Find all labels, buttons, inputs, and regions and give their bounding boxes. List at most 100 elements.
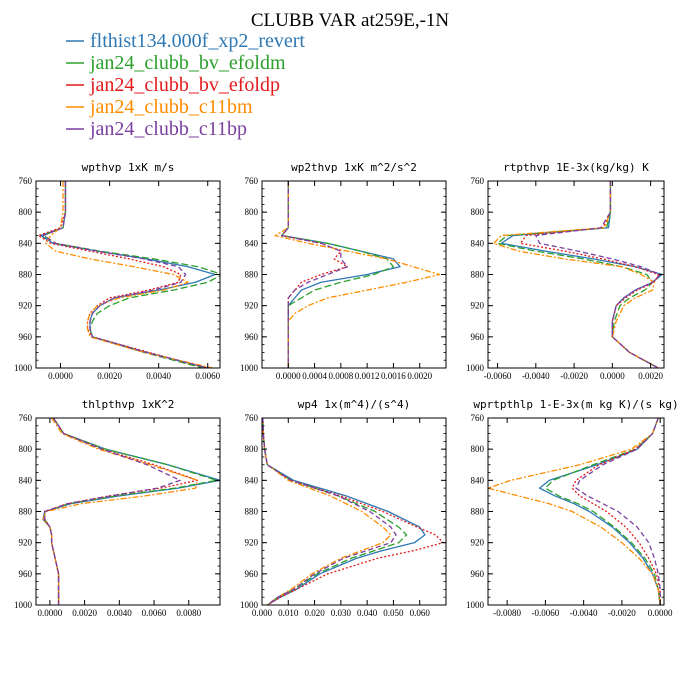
legend-label: jan24_clubb_c11bp xyxy=(89,118,247,140)
x-tick-label: 0.010 xyxy=(278,608,299,618)
series-line xyxy=(262,418,426,605)
x-tick-label: 0.0000 xyxy=(48,371,73,381)
plot-frame xyxy=(35,417,221,606)
y-tick-label: 960 xyxy=(19,569,33,579)
x-tick-label: 0.050 xyxy=(383,608,404,618)
series-line xyxy=(500,181,663,368)
panel-1: wpthvp 1xK m/s 760 800 840 880 920 960 1000 0.00… xyxy=(14,161,221,381)
panel-6: wprtpthlp 1-E-3x(m kg K)/(s kg) 760 800 840… xyxy=(466,398,679,618)
y-tick-label: 920 xyxy=(471,301,485,311)
legend-entry: flthist134.000f_xp2_revert xyxy=(66,30,305,52)
y-tick-label: 760 xyxy=(471,176,485,186)
y-tick-label: 880 xyxy=(471,270,485,280)
series-line xyxy=(42,418,220,605)
x-tick-label: 0.0040 xyxy=(107,608,132,618)
legend-label: jan24_clubb_bv_efoldm xyxy=(89,52,286,74)
legend-label: jan24_clubb_bv_efoldp xyxy=(89,74,280,96)
y-tick-label: 880 xyxy=(245,507,259,517)
series-line xyxy=(262,418,408,605)
series-line xyxy=(274,181,441,368)
x-tick-label: -0.0020 xyxy=(608,608,636,618)
x-tick-label: 0.0080 xyxy=(176,608,201,618)
series-line xyxy=(37,181,208,368)
panels: wpthvp 1xK m/s 760 800 840 880 920 960 1000 0.00… xyxy=(14,161,679,618)
series-line xyxy=(544,418,661,605)
series-line xyxy=(45,181,213,368)
x-tick-label: 0.0020 xyxy=(638,371,663,381)
y-tick-label: 760 xyxy=(19,413,33,423)
x-tick-label: 0.0060 xyxy=(142,608,167,618)
x-tick-label: 0.0040 xyxy=(146,371,171,381)
y-tick-label: 840 xyxy=(471,475,485,485)
y-tick-label: 1000 xyxy=(14,363,33,373)
y-tick-label: 760 xyxy=(471,413,485,423)
series-line xyxy=(262,418,392,605)
legend-entry: jan24_clubb_bv_efoldp xyxy=(66,74,280,96)
x-tick-label: 0.0020 xyxy=(72,608,97,618)
x-tick-label: 0.0000 xyxy=(600,371,625,381)
panel-2: wp2thvp 1xK m^2/s^2 760 800 840 880 920 960 100… xyxy=(240,161,447,381)
y-tick-label: 760 xyxy=(19,176,33,186)
legend: flthist134.000f_xp2_revertjan24_clubb_bv… xyxy=(66,30,305,140)
y-tick-label: 880 xyxy=(471,507,485,517)
x-tick-label: -0.0020 xyxy=(560,371,588,381)
x-tick-label: 0.060 xyxy=(410,608,431,618)
x-tick-label: -0.0060 xyxy=(484,371,512,381)
series-line xyxy=(571,418,661,605)
legend-label: jan24_clubb_c11bm xyxy=(89,96,253,118)
panel-3: rtpthvp 1E-3x(kg/kg) K 760 800 840 880 920 960… xyxy=(466,161,665,381)
y-tick-label: 1000 xyxy=(14,600,33,610)
y-tick-label: 920 xyxy=(19,538,33,548)
panel-title: rtpthvp 1E-3x(kg/kg) K xyxy=(503,161,649,174)
y-tick-label: 920 xyxy=(471,538,485,548)
legend-entry: jan24_clubb_bv_efoldm xyxy=(66,52,286,74)
y-tick-label: 920 xyxy=(245,538,259,548)
series-line xyxy=(281,181,349,368)
x-tick-label: 0.0000 xyxy=(276,371,301,381)
series-group xyxy=(493,181,663,368)
x-tick-label: 0.030 xyxy=(331,608,352,618)
x-tick-label: 0.000 xyxy=(252,608,273,618)
y-tick-label: 920 xyxy=(245,301,259,311)
series-line xyxy=(519,181,659,368)
y-tick-label: 1000 xyxy=(240,363,259,373)
y-tick-label: 960 xyxy=(245,332,259,342)
series-line xyxy=(262,418,445,605)
y-tick-label: 800 xyxy=(19,444,33,454)
panel-title: wprtpthlp 1-E-3x(m kg K)/(s kg) xyxy=(473,398,678,411)
x-tick-label: 0.040 xyxy=(357,608,378,618)
series-line xyxy=(281,181,395,368)
y-tick-label: 960 xyxy=(245,569,259,579)
y-tick-label: 840 xyxy=(245,475,259,485)
panel-title: wp2thvp 1xK m^2/s^2 xyxy=(291,161,417,174)
y-tick-label: 760 xyxy=(245,176,259,186)
series-group xyxy=(274,181,441,368)
series-group xyxy=(42,418,220,605)
x-tick-label: -0.0080 xyxy=(493,608,521,618)
y-tick-label: 1000 xyxy=(466,363,485,373)
series-group xyxy=(262,418,445,605)
y-tick-label: 960 xyxy=(471,569,485,579)
legend-entry: jan24_clubb_c11bm xyxy=(66,96,253,118)
x-tick-label: 0.0020 xyxy=(97,371,122,381)
y-tick-label: 880 xyxy=(19,507,33,517)
x-tick-label: 0.0020 xyxy=(407,371,432,381)
series-line xyxy=(44,418,181,605)
y-tick-label: 840 xyxy=(19,238,33,248)
y-tick-label: 840 xyxy=(19,475,33,485)
panel-title: thlpthvp 1xK^2 xyxy=(82,398,175,411)
panel-4: thlpthvp 1xK^2 760 800 840 880 920 960 1000 0.00… xyxy=(14,398,221,618)
series-line xyxy=(493,181,659,368)
y-tick-label: 960 xyxy=(19,332,33,342)
plot-frame xyxy=(487,417,665,606)
panel-title: wpthvp 1xK m/s xyxy=(82,161,175,174)
series-line xyxy=(44,418,218,605)
plot-frame xyxy=(261,417,447,606)
y-tick-label: 960 xyxy=(471,332,485,342)
y-tick-label: 800 xyxy=(471,207,485,217)
x-tick-label: -0.0040 xyxy=(570,608,598,618)
y-tick-label: 800 xyxy=(19,207,33,217)
x-tick-label: -0.0060 xyxy=(532,608,560,618)
y-tick-label: 800 xyxy=(245,207,259,217)
